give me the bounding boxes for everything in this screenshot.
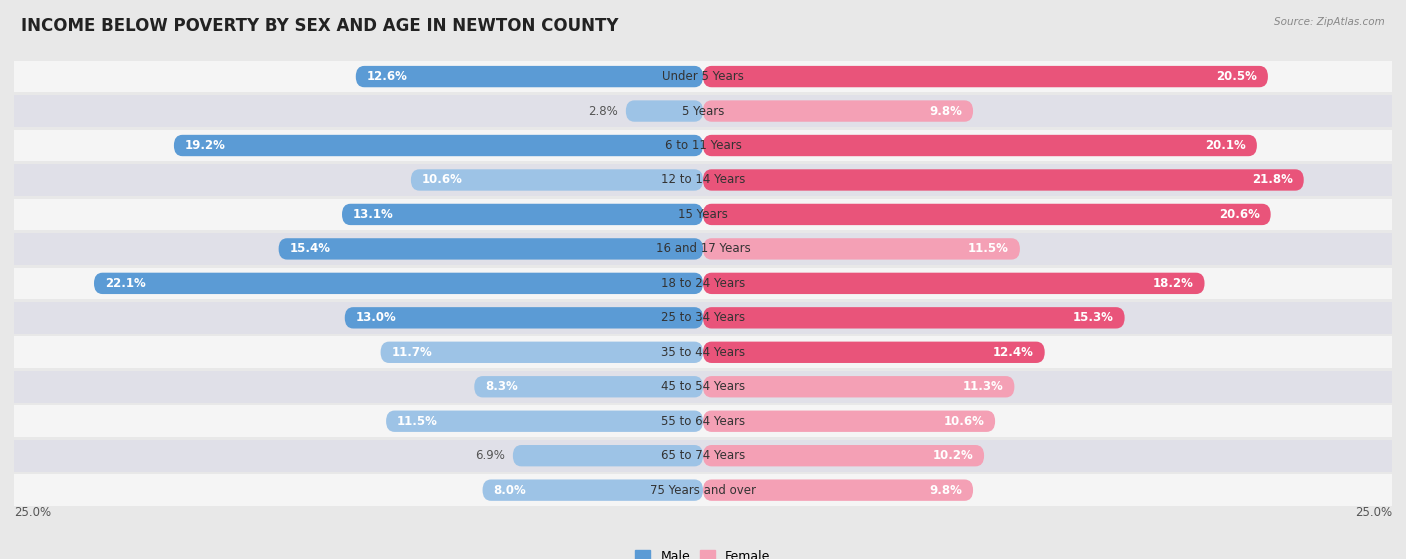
Text: 20.5%: 20.5%: [1216, 70, 1257, 83]
Text: 11.7%: 11.7%: [392, 346, 433, 359]
Bar: [14, 405, 1392, 437]
Bar: [14, 440, 1392, 472]
Bar: [14, 268, 1392, 299]
Text: 18 to 24 Years: 18 to 24 Years: [661, 277, 745, 290]
FancyBboxPatch shape: [703, 169, 1303, 191]
FancyBboxPatch shape: [174, 135, 703, 156]
FancyBboxPatch shape: [703, 307, 1125, 329]
FancyBboxPatch shape: [703, 101, 973, 122]
Text: Under 5 Years: Under 5 Years: [662, 70, 744, 83]
Text: 25.0%: 25.0%: [1355, 506, 1392, 519]
Text: 10.2%: 10.2%: [932, 449, 973, 462]
Bar: [14, 95, 1392, 127]
Text: 11.5%: 11.5%: [396, 415, 439, 428]
Bar: [14, 164, 1392, 196]
Text: 6 to 11 Years: 6 to 11 Years: [665, 139, 741, 152]
FancyBboxPatch shape: [387, 410, 703, 432]
Text: 19.2%: 19.2%: [186, 139, 226, 152]
Bar: [14, 337, 1392, 368]
FancyBboxPatch shape: [356, 66, 703, 87]
Text: 12.6%: 12.6%: [367, 70, 408, 83]
Text: 5 Years: 5 Years: [682, 105, 724, 117]
Text: 2.8%: 2.8%: [588, 105, 617, 117]
FancyBboxPatch shape: [342, 203, 703, 225]
FancyBboxPatch shape: [703, 66, 1268, 87]
Text: 10.6%: 10.6%: [422, 173, 463, 187]
FancyBboxPatch shape: [381, 342, 703, 363]
Text: 75 Years and over: 75 Years and over: [650, 484, 756, 496]
Text: 9.8%: 9.8%: [929, 484, 962, 496]
FancyBboxPatch shape: [474, 376, 703, 397]
Text: 13.1%: 13.1%: [353, 208, 394, 221]
Bar: [14, 198, 1392, 230]
Text: 65 to 74 Years: 65 to 74 Years: [661, 449, 745, 462]
Text: 12.4%: 12.4%: [993, 346, 1033, 359]
Text: 22.1%: 22.1%: [105, 277, 146, 290]
Text: 15.3%: 15.3%: [1073, 311, 1114, 324]
Bar: [14, 371, 1392, 402]
Text: 8.3%: 8.3%: [485, 380, 517, 394]
FancyBboxPatch shape: [703, 135, 1257, 156]
Text: 6.9%: 6.9%: [475, 449, 505, 462]
FancyBboxPatch shape: [626, 101, 703, 122]
Text: INCOME BELOW POVERTY BY SEX AND AGE IN NEWTON COUNTY: INCOME BELOW POVERTY BY SEX AND AGE IN N…: [21, 17, 619, 35]
FancyBboxPatch shape: [703, 273, 1205, 294]
Text: 15 Years: 15 Years: [678, 208, 728, 221]
FancyBboxPatch shape: [411, 169, 703, 191]
Text: 11.5%: 11.5%: [967, 243, 1010, 255]
FancyBboxPatch shape: [703, 410, 995, 432]
FancyBboxPatch shape: [703, 342, 1045, 363]
Text: 21.8%: 21.8%: [1251, 173, 1292, 187]
FancyBboxPatch shape: [482, 480, 703, 501]
FancyBboxPatch shape: [703, 376, 1014, 397]
FancyBboxPatch shape: [344, 307, 703, 329]
Text: 11.3%: 11.3%: [963, 380, 1004, 394]
FancyBboxPatch shape: [513, 445, 703, 466]
Text: 25.0%: 25.0%: [14, 506, 51, 519]
Text: 18.2%: 18.2%: [1153, 277, 1194, 290]
Text: 16 and 17 Years: 16 and 17 Years: [655, 243, 751, 255]
Text: 8.0%: 8.0%: [494, 484, 526, 496]
Text: 20.1%: 20.1%: [1205, 139, 1246, 152]
FancyBboxPatch shape: [94, 273, 703, 294]
Text: 45 to 54 Years: 45 to 54 Years: [661, 380, 745, 394]
Legend: Male, Female: Male, Female: [630, 544, 776, 559]
FancyBboxPatch shape: [703, 480, 973, 501]
Bar: [14, 474, 1392, 506]
Text: 9.8%: 9.8%: [929, 105, 962, 117]
Text: 55 to 64 Years: 55 to 64 Years: [661, 415, 745, 428]
FancyBboxPatch shape: [278, 238, 703, 259]
Bar: [14, 61, 1392, 92]
FancyBboxPatch shape: [703, 203, 1271, 225]
Text: 13.0%: 13.0%: [356, 311, 396, 324]
Bar: [14, 302, 1392, 334]
Text: Source: ZipAtlas.com: Source: ZipAtlas.com: [1274, 17, 1385, 27]
Bar: [14, 233, 1392, 265]
Text: 10.6%: 10.6%: [943, 415, 984, 428]
FancyBboxPatch shape: [703, 445, 984, 466]
Text: 20.6%: 20.6%: [1219, 208, 1260, 221]
FancyBboxPatch shape: [703, 238, 1019, 259]
Text: 25 to 34 Years: 25 to 34 Years: [661, 311, 745, 324]
Text: 12 to 14 Years: 12 to 14 Years: [661, 173, 745, 187]
Text: 35 to 44 Years: 35 to 44 Years: [661, 346, 745, 359]
Bar: [14, 130, 1392, 162]
Text: 15.4%: 15.4%: [290, 243, 330, 255]
